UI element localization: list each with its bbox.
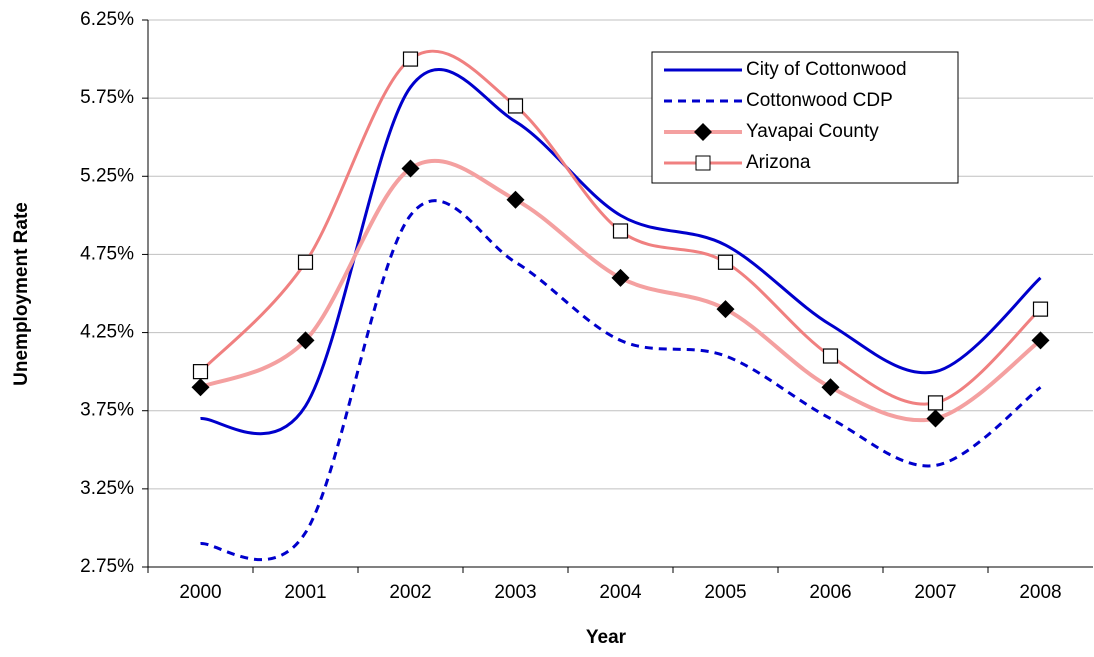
square-marker [192,364,209,380]
line [200,68,1042,436]
y-tick-label: 3.25% [80,478,134,499]
diamond-marker [506,190,525,209]
line [199,49,1042,406]
legend-marker [695,155,711,171]
diamond-marker [296,331,315,350]
legend-label: Arizona [746,152,811,173]
square-marker [1032,301,1049,317]
x-tick-label: 2008 [1019,582,1061,603]
diamond-marker [401,159,420,178]
x-axis-title: Year [586,627,627,648]
y-tick-label: 6.25% [80,9,134,30]
x-tick-label: 2006 [809,582,851,603]
legend-label: City of Cottonwood [746,59,907,80]
square-marker [402,51,419,67]
square-marker [297,254,314,270]
y-axis-title: Unemployment Rate [11,202,32,386]
square-marker [612,223,629,239]
y-tick-label: 4.75% [80,243,134,264]
line [199,158,1042,423]
diamond-marker [611,268,630,287]
diamond-marker [821,378,840,397]
x-tick-label: 2003 [494,582,536,603]
legend-label: Cottonwood CDP [746,90,893,111]
x-tick-label: 2001 [284,582,326,603]
square-marker [822,348,839,364]
x-tick-label: 2007 [914,582,956,603]
square-marker [507,98,524,114]
y-tick-label: 3.75% [80,400,134,421]
square-marker [927,395,944,411]
diamond-marker [716,300,735,319]
legend-marker [694,123,712,141]
diamond-marker [1031,331,1050,350]
x-tick-label: 2000 [179,582,221,603]
y-tick-label: 4.25% [80,322,134,343]
legend-box [651,51,959,184]
square-marker [717,254,734,270]
y-tick-label: 5.25% [80,165,134,186]
legend-label: Yavapai County [746,121,879,142]
diamond-marker [926,409,945,428]
y-tick-label: 5.75% [80,87,134,108]
x-tick-label: 2002 [389,582,431,603]
y-tick-label: 2.75% [80,556,134,577]
line [200,199,1042,562]
diamond-marker [191,378,210,397]
x-tick-label: 2004 [599,582,642,603]
x-tick-label: 2005 [704,582,746,603]
